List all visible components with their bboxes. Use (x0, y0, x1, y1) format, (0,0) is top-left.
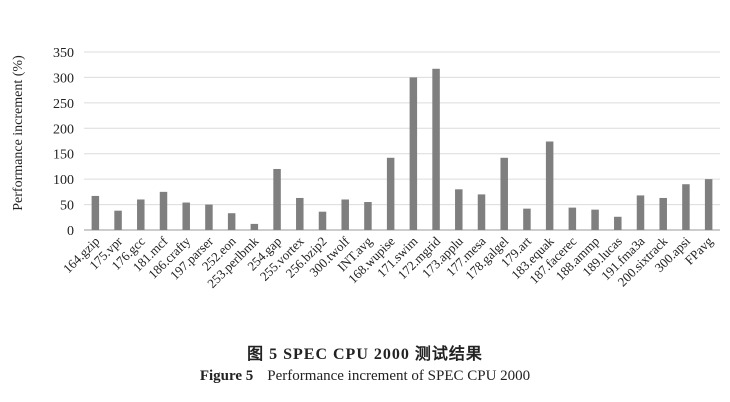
bar (545, 141, 554, 230)
bar (205, 204, 213, 230)
bar (409, 77, 418, 230)
bar (250, 223, 259, 230)
x-axis-ticks: 164.gzip175.vpr176.gcc181.mcf186.crafty1… (60, 233, 716, 291)
bar (432, 68, 440, 230)
bar (636, 195, 645, 230)
y-tick-label: 200 (53, 122, 74, 137)
bar (568, 207, 577, 230)
bar (341, 199, 349, 230)
bar (659, 197, 667, 230)
y-tick-label: 50 (60, 199, 74, 214)
bar (682, 184, 690, 230)
y-tick-label: 250 (53, 97, 74, 112)
y-tick-label: 0 (67, 224, 74, 239)
caption-figure-label: Figure 5 (199, 368, 254, 384)
bars (91, 68, 713, 230)
bar (364, 202, 372, 230)
bar (273, 168, 281, 230)
bar (614, 216, 622, 230)
grid-lines (84, 51, 720, 231)
bar (477, 194, 486, 230)
bar (523, 208, 531, 230)
y-tick-label: 300 (53, 71, 74, 86)
bar (500, 157, 508, 230)
bar (591, 209, 599, 230)
bar (91, 195, 100, 230)
bar (455, 189, 463, 230)
bar (318, 211, 327, 230)
y-tick-label: 350 (53, 46, 74, 61)
bar-chart: 0 50 100 150 200 250 300 350 164.gzip175.vpr176… (11, 46, 720, 291)
y-axis-label: Performance increment (%) (11, 55, 26, 211)
bar (296, 197, 304, 230)
bar (182, 202, 190, 230)
caption-chinese: 图 5 SPEC CPU 2000 测试结果 (247, 346, 483, 363)
bar (227, 213, 236, 230)
bar (386, 157, 395, 230)
bar (137, 199, 145, 230)
bar (159, 191, 168, 230)
y-tick-label: 100 (53, 173, 74, 188)
y-axis-ticks: 0 50 100 150 200 250 300 350 (53, 46, 74, 239)
bar (704, 179, 713, 230)
caption-english: Figure 5 Performance increment of SPEC CP… (0, 368, 730, 385)
y-tick-label: 150 (53, 148, 74, 163)
caption-figure-text: Performance increment of SPEC CPU 2000 (267, 368, 531, 384)
bar (114, 210, 122, 230)
